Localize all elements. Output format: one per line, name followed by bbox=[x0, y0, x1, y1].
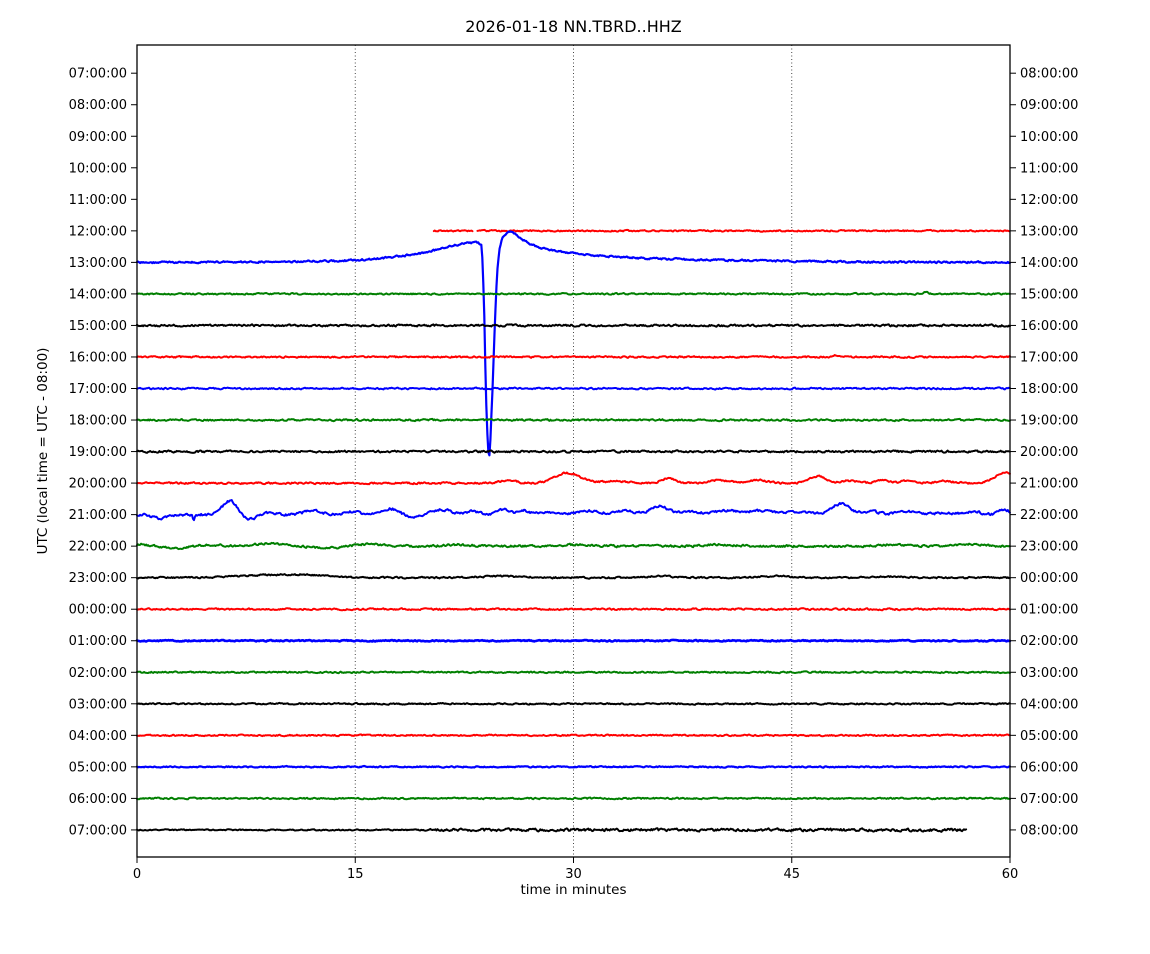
y-tick-label-left: 11:00:00 bbox=[69, 193, 127, 208]
y-tick-label-left: 03:00:00 bbox=[69, 697, 127, 712]
trace-row-24 bbox=[136, 827, 968, 833]
y-tick-label-right: 12:00:00 bbox=[1020, 193, 1078, 208]
x-axis-label: time in minutes bbox=[520, 882, 626, 898]
y-axis-label: UTC (local time = UTC - 08:00) bbox=[35, 348, 51, 555]
y-tick-label-right: 00:00:00 bbox=[1020, 571, 1078, 586]
trace-row-17 bbox=[136, 607, 1011, 612]
trace-row-5-seg1 bbox=[476, 228, 1011, 233]
trace-row-7 bbox=[136, 290, 1011, 296]
y-tick-label-left: 16:00:00 bbox=[69, 350, 127, 365]
trace-layer bbox=[135, 228, 1012, 833]
y-tick-label-right: 02:00:00 bbox=[1020, 634, 1078, 649]
y-tick-label-left: 19:00:00 bbox=[69, 445, 127, 460]
chart-title: 2026-01-18 NN.TBRD..HHZ bbox=[465, 17, 682, 36]
trace-row-9 bbox=[136, 354, 1011, 359]
y-tick-label-left: 15:00:00 bbox=[69, 319, 127, 334]
x-tick-label: 30 bbox=[565, 867, 582, 882]
trace-row-6 bbox=[135, 230, 1011, 457]
y-tick-label-left: 21:00:00 bbox=[69, 508, 127, 523]
y-tick-label-right: 08:00:00 bbox=[1020, 823, 1078, 838]
y-tick-label-right: 23:00:00 bbox=[1020, 540, 1078, 555]
y-tick-label-left: 18:00:00 bbox=[69, 414, 127, 429]
y-tick-label-right: 14:00:00 bbox=[1020, 256, 1078, 271]
trace-row-18 bbox=[135, 638, 1012, 643]
axes-layer: 0 15 30 45 60 07:00:00 08:00:00 08:00:00 09:00:0… bbox=[69, 44, 1078, 882]
trace-row-20 bbox=[136, 701, 1011, 706]
y-tick-label-left: 00:00:00 bbox=[69, 603, 127, 618]
x-tick-label: 0 bbox=[133, 867, 141, 882]
trace-row-13 bbox=[136, 471, 1011, 486]
y-tick-label-right: 08:00:00 bbox=[1020, 67, 1078, 82]
y-tick-label-left: 07:00:00 bbox=[69, 823, 127, 838]
trace-row-19 bbox=[136, 670, 1011, 675]
y-tick-label-right: 07:00:00 bbox=[1020, 792, 1078, 807]
y-tick-label-right: 22:00:00 bbox=[1020, 508, 1078, 523]
y-tick-label-left: 20:00:00 bbox=[69, 477, 127, 492]
x-tick-label: 15 bbox=[347, 867, 364, 882]
y-tick-label-right: 17:00:00 bbox=[1020, 350, 1078, 365]
x-tick-label: 45 bbox=[783, 867, 800, 882]
trace-row-22 bbox=[135, 764, 1011, 769]
trace-row-5 bbox=[432, 229, 474, 233]
y-tick-label-left: 09:00:00 bbox=[69, 130, 127, 145]
y-tick-label-right: 18:00:00 bbox=[1020, 382, 1078, 397]
y-tick-label-left: 13:00:00 bbox=[69, 256, 127, 271]
trace-row-15 bbox=[136, 541, 1011, 551]
y-tick-label-right: 10:00:00 bbox=[1020, 130, 1078, 145]
trace-row-8 bbox=[136, 323, 1011, 328]
y-tick-label-left: 07:00:00 bbox=[69, 67, 127, 82]
y-tick-label-left: 05:00:00 bbox=[69, 760, 127, 775]
trace-row-16 bbox=[136, 573, 1011, 580]
trace-row-12 bbox=[136, 449, 1011, 454]
trace-row-21 bbox=[136, 733, 1011, 738]
y-tick-label-right: 06:00:00 bbox=[1020, 760, 1078, 775]
x-tick-label: 60 bbox=[1002, 867, 1019, 882]
y-tick-label-right: 03:00:00 bbox=[1020, 666, 1078, 681]
y-tick-label-right: 20:00:00 bbox=[1020, 445, 1078, 460]
y-tick-label-right: 04:00:00 bbox=[1020, 697, 1078, 712]
trace-row-23 bbox=[136, 796, 1011, 801]
y-tick-label-right: 16:00:00 bbox=[1020, 319, 1078, 334]
y-tick-label-left: 06:00:00 bbox=[69, 792, 127, 807]
y-tick-label-right: 09:00:00 bbox=[1020, 98, 1078, 113]
y-tick-label-right: 15:00:00 bbox=[1020, 287, 1078, 302]
y-tick-label-right: 05:00:00 bbox=[1020, 729, 1078, 744]
y-tick-label-left: 10:00:00 bbox=[69, 161, 127, 176]
y-tick-label-right: 21:00:00 bbox=[1020, 477, 1078, 492]
y-tick-label-left: 01:00:00 bbox=[69, 634, 127, 649]
y-tick-label-left: 23:00:00 bbox=[69, 571, 127, 586]
y-tick-label-left: 12:00:00 bbox=[69, 224, 127, 239]
y-tick-label-left: 17:00:00 bbox=[69, 382, 127, 397]
y-tick-label-right: 13:00:00 bbox=[1020, 224, 1078, 239]
trace-row-14 bbox=[136, 499, 1011, 522]
y-tick-label-left: 22:00:00 bbox=[69, 540, 127, 555]
y-tick-label-left: 14:00:00 bbox=[69, 287, 127, 302]
y-tick-label-left: 02:00:00 bbox=[69, 666, 127, 681]
y-tick-label-right: 19:00:00 bbox=[1020, 414, 1078, 429]
trace-row-10 bbox=[136, 386, 1011, 391]
trace-row-11 bbox=[136, 417, 1011, 423]
y-tick-label-left: 04:00:00 bbox=[69, 729, 127, 744]
y-tick-label-left: 08:00:00 bbox=[69, 98, 127, 113]
y-tick-label-right: 11:00:00 bbox=[1020, 161, 1078, 176]
y-tick-label-right: 01:00:00 bbox=[1020, 603, 1078, 618]
